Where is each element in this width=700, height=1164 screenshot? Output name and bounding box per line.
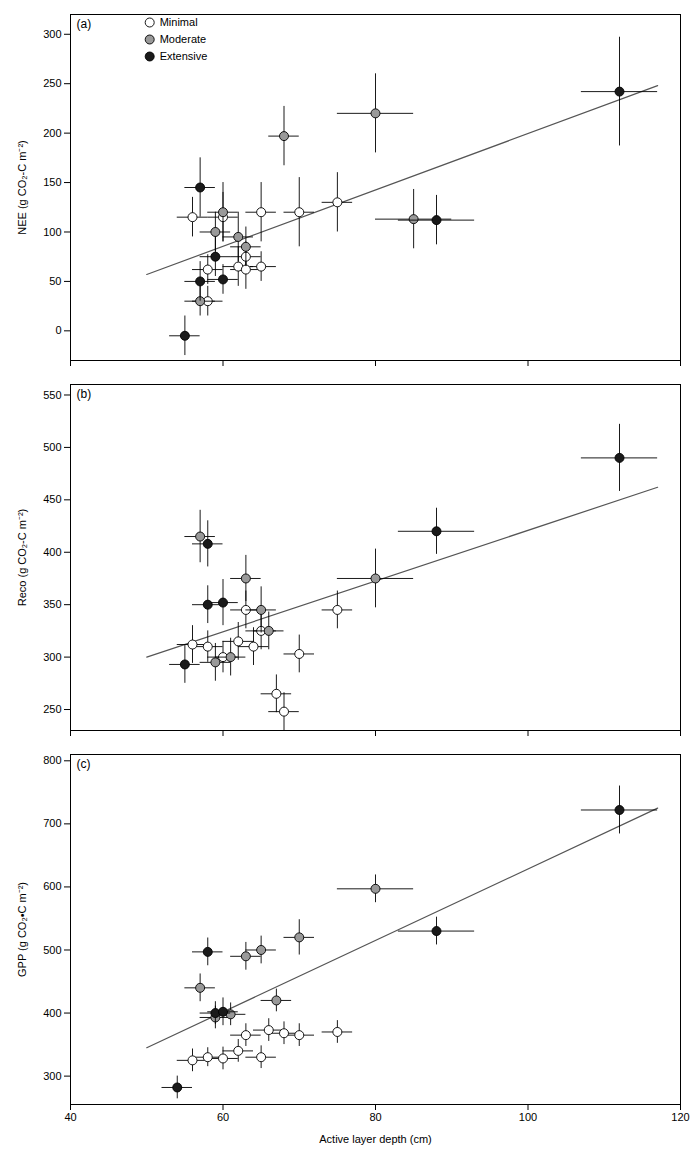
svg-text:600: 600 [43, 880, 61, 892]
svg-text:150: 150 [43, 176, 61, 188]
svg-text:(a): (a) [77, 17, 92, 31]
svg-text:(b): (b) [77, 387, 92, 401]
svg-text:500: 500 [43, 944, 61, 956]
svg-text:50: 50 [49, 275, 61, 287]
svg-text:Moderate: Moderate [160, 33, 206, 45]
svg-text:250: 250 [43, 77, 61, 89]
svg-text:80: 80 [369, 1111, 381, 1123]
svg-text:Minimal: Minimal [160, 16, 198, 28]
svg-text:300: 300 [43, 28, 61, 40]
svg-text:300: 300 [43, 651, 61, 663]
svg-text:700: 700 [43, 817, 61, 829]
svg-text:100: 100 [519, 1111, 537, 1123]
svg-text:(c): (c) [77, 757, 91, 771]
svg-text:400: 400 [43, 1007, 61, 1019]
svg-text:40: 40 [64, 1111, 76, 1123]
svg-text:300: 300 [43, 1070, 61, 1082]
svg-text:100: 100 [43, 226, 61, 238]
svg-text:GPP (g CO₂•C m⁻²): GPP (g CO₂•C m⁻²) [16, 882, 28, 977]
svg-text:Active layer depth (cm): Active layer depth (cm) [319, 1133, 431, 1145]
svg-text:550: 550 [43, 389, 61, 401]
svg-text:500: 500 [43, 441, 61, 453]
svg-text:800: 800 [43, 754, 61, 766]
svg-text:120: 120 [671, 1111, 689, 1123]
svg-text:0: 0 [55, 324, 61, 336]
svg-text:450: 450 [43, 493, 61, 505]
svg-text:Extensive: Extensive [160, 50, 208, 62]
svg-text:200: 200 [43, 127, 61, 139]
svg-text:250: 250 [43, 703, 61, 715]
svg-text:NEE (g CO₂-C m⁻²): NEE (g CO₂-C m⁻²) [16, 140, 28, 234]
svg-text:400: 400 [43, 546, 61, 558]
svg-text:Reco (g CO₂-C m⁻²): Reco (g CO₂-C m⁻²) [16, 509, 28, 607]
svg-text:60: 60 [217, 1111, 229, 1123]
svg-text:350: 350 [43, 598, 61, 610]
